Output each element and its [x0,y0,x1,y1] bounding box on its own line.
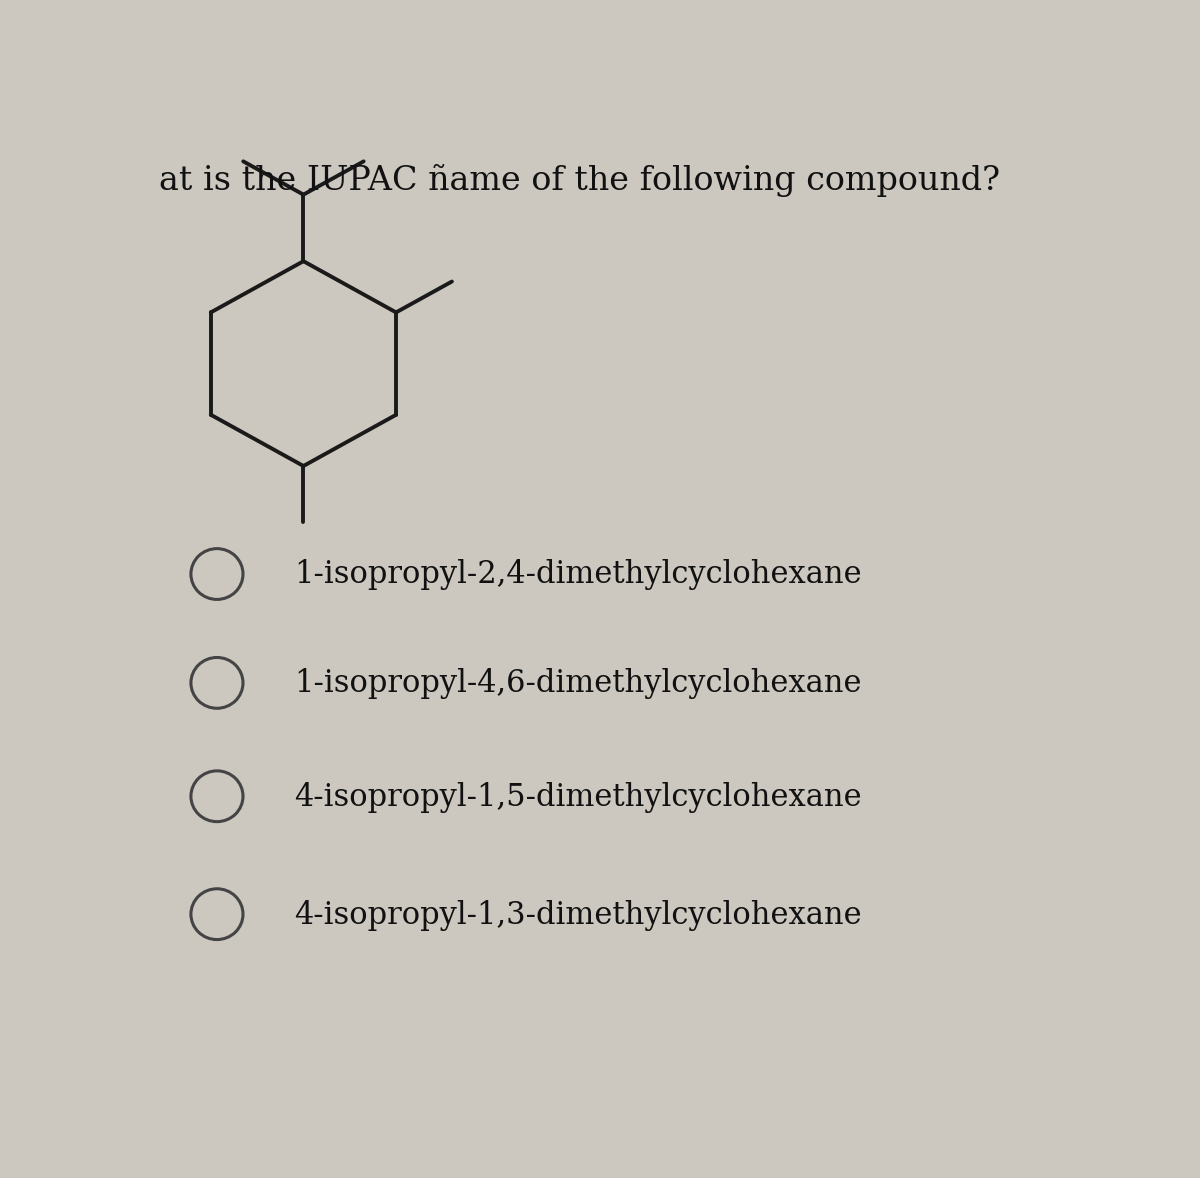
Text: 1-isopropyl-2,4-dimethylcyclohexane: 1-isopropyl-2,4-dimethylcyclohexane [294,560,862,590]
Text: 1-isopropyl-4,6-dimethylcyclohexane: 1-isopropyl-4,6-dimethylcyclohexane [294,668,862,700]
Text: at is the IUPAC ñame of the following compound?: at is the IUPAC ñame of the following co… [160,164,1001,197]
Text: 4-isopropyl-1,3-dimethylcyclohexane: 4-isopropyl-1,3-dimethylcyclohexane [294,900,862,931]
Text: 4-isopropyl-1,5-dimethylcyclohexane: 4-isopropyl-1,5-dimethylcyclohexane [294,781,862,813]
